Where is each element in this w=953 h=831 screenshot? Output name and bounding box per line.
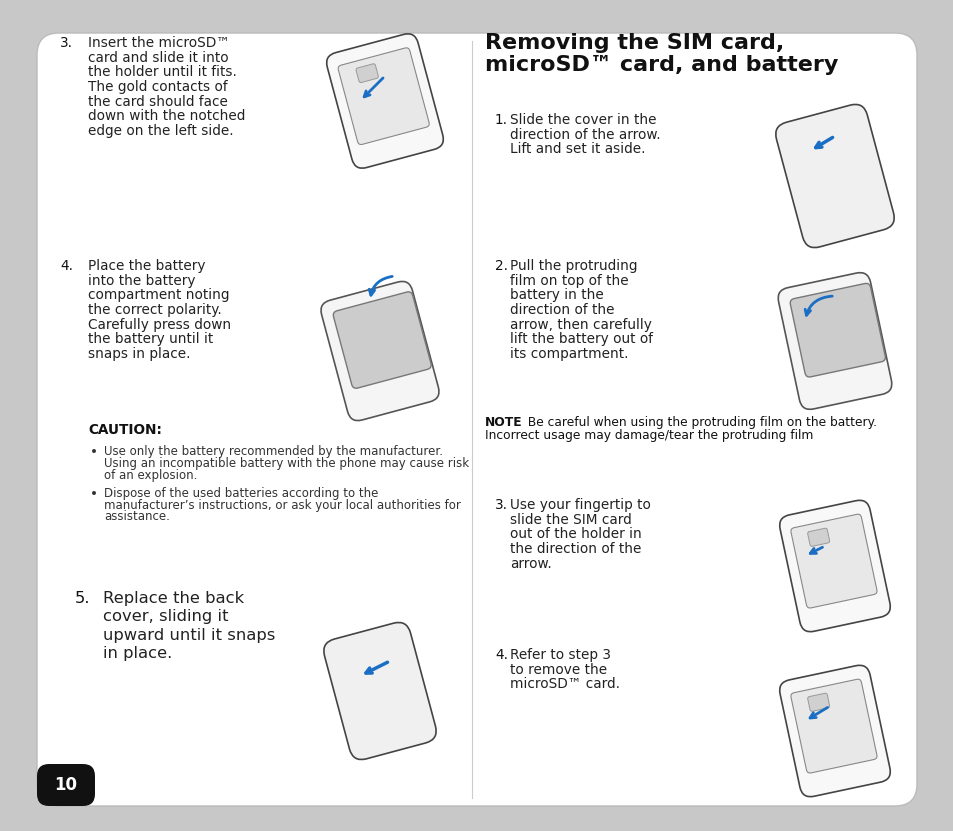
Text: arrow.: arrow. (510, 557, 551, 571)
Text: Slide the cover in the: Slide the cover in the (510, 113, 656, 127)
Text: CAUTION:: CAUTION: (88, 423, 162, 437)
Text: •: • (90, 487, 98, 501)
Text: the holder until it fits.: the holder until it fits. (88, 66, 236, 80)
FancyBboxPatch shape (789, 283, 884, 377)
Text: of an explosion.: of an explosion. (104, 469, 197, 482)
Text: the direction of the: the direction of the (510, 542, 640, 556)
FancyBboxPatch shape (37, 33, 916, 806)
Text: 1.: 1. (495, 113, 507, 127)
Text: film on top of the: film on top of the (510, 273, 628, 288)
FancyBboxPatch shape (775, 105, 893, 248)
Text: the correct polarity.: the correct polarity. (88, 303, 221, 317)
FancyBboxPatch shape (790, 514, 876, 608)
Text: microSD™ card, and battery: microSD™ card, and battery (484, 56, 838, 76)
Text: card and slide it into: card and slide it into (88, 51, 229, 65)
Text: slide the SIM card: slide the SIM card (510, 513, 631, 527)
Text: •: • (90, 445, 98, 459)
Text: 3.: 3. (60, 36, 73, 50)
Text: 4.: 4. (60, 259, 73, 273)
Text: into the battery: into the battery (88, 273, 195, 288)
Text: 4.: 4. (495, 648, 507, 662)
FancyBboxPatch shape (333, 292, 431, 388)
Text: Removing the SIM card,: Removing the SIM card, (484, 33, 783, 53)
Text: :  Be careful when using the protruding film on the battery.: : Be careful when using the protruding f… (516, 416, 876, 429)
Text: 3.: 3. (495, 498, 507, 512)
Text: 2.: 2. (495, 259, 507, 273)
Text: in place.: in place. (103, 646, 172, 661)
FancyBboxPatch shape (320, 282, 438, 420)
Text: Insert the microSD™: Insert the microSD™ (88, 36, 230, 50)
FancyBboxPatch shape (807, 529, 829, 546)
Text: 5.: 5. (75, 591, 91, 606)
Text: down with the notched: down with the notched (88, 110, 245, 124)
Text: Replace the back: Replace the back (103, 591, 244, 606)
Text: the battery until it: the battery until it (88, 332, 213, 347)
Text: 10: 10 (54, 776, 77, 794)
Text: its compartment.: its compartment. (510, 347, 628, 361)
Text: The gold contacts of: The gold contacts of (88, 80, 228, 94)
FancyBboxPatch shape (326, 34, 443, 168)
Text: manufacturer’s instructions, or ask your local authorities for: manufacturer’s instructions, or ask your… (104, 499, 460, 512)
Text: edge on the left side.: edge on the left side. (88, 124, 233, 138)
Text: to remove the: to remove the (510, 662, 606, 676)
Text: out of the holder in: out of the holder in (510, 528, 641, 542)
Text: Use only the battery recommended by the manufacturer.: Use only the battery recommended by the … (104, 445, 442, 458)
Text: Pull the protruding: Pull the protruding (510, 259, 637, 273)
Text: lift the battery out of: lift the battery out of (510, 332, 652, 347)
Text: upward until it snaps: upward until it snaps (103, 627, 275, 642)
Text: Using an incompatible battery with the phone may cause risk: Using an incompatible battery with the p… (104, 457, 469, 470)
FancyBboxPatch shape (355, 64, 378, 82)
Text: cover, sliding it: cover, sliding it (103, 609, 229, 624)
Text: arrow, then carefully: arrow, then carefully (510, 317, 651, 332)
Text: the card should face: the card should face (88, 95, 228, 109)
Text: snaps in place.: snaps in place. (88, 347, 191, 361)
Text: Incorrect usage may damage/tear the protruding film: Incorrect usage may damage/tear the prot… (484, 429, 813, 442)
FancyBboxPatch shape (779, 666, 889, 797)
FancyBboxPatch shape (323, 622, 436, 760)
Text: direction of the arrow.: direction of the arrow. (510, 128, 659, 142)
Text: Refer to step 3: Refer to step 3 (510, 648, 610, 662)
FancyBboxPatch shape (37, 764, 95, 806)
Text: battery in the: battery in the (510, 288, 603, 302)
Text: assistance.: assistance. (104, 510, 170, 524)
FancyBboxPatch shape (807, 693, 829, 711)
Text: Use your fingertip to: Use your fingertip to (510, 498, 650, 512)
FancyBboxPatch shape (790, 679, 876, 773)
Text: compartment noting: compartment noting (88, 288, 230, 302)
FancyBboxPatch shape (779, 500, 889, 632)
Text: NOTE: NOTE (484, 416, 522, 429)
Text: Carefully press down: Carefully press down (88, 317, 231, 332)
Text: Lift and set it aside.: Lift and set it aside. (510, 142, 645, 156)
Text: Place the battery: Place the battery (88, 259, 205, 273)
FancyBboxPatch shape (778, 273, 891, 410)
Text: microSD™ card.: microSD™ card. (510, 677, 619, 691)
FancyBboxPatch shape (337, 48, 429, 145)
Text: Dispose of the used batteries according to the: Dispose of the used batteries according … (104, 487, 378, 499)
Text: direction of the: direction of the (510, 303, 614, 317)
